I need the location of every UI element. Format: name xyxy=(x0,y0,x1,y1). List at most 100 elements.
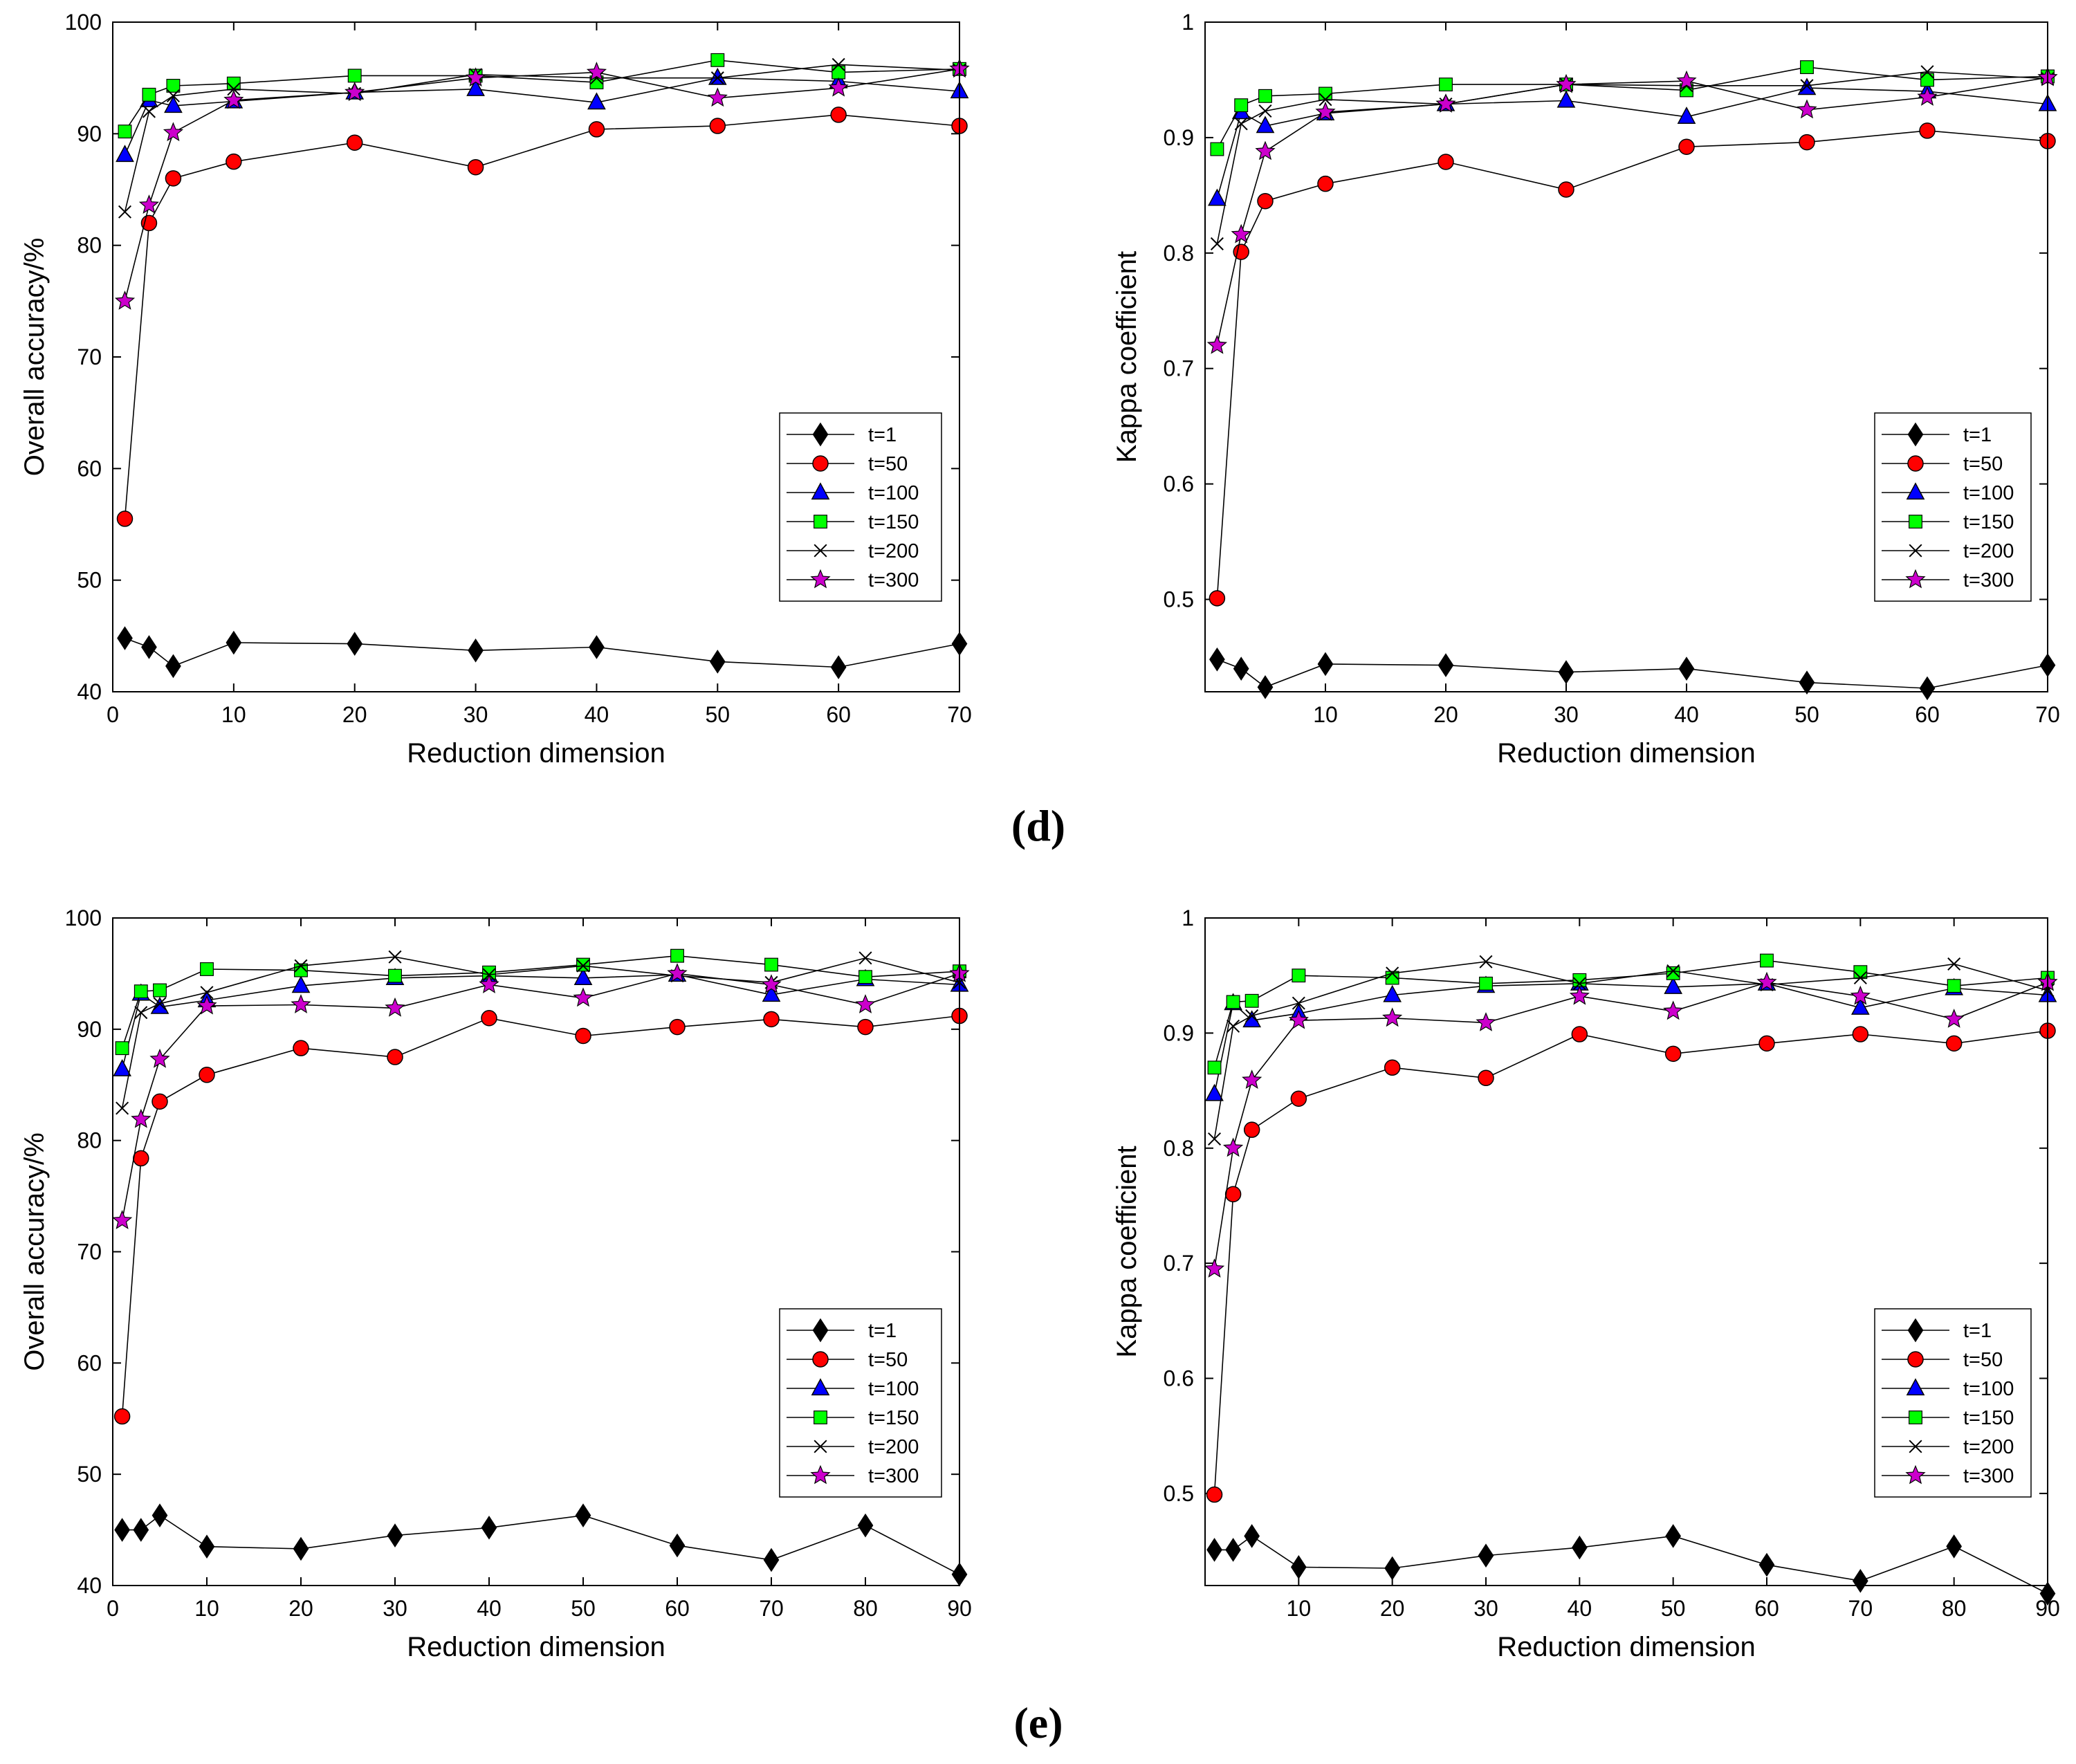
data-point-t-150: t=150: (40, 0.946) xyxy=(1572,973,1587,987)
data-point-t-200: t=200: (3, 92) xyxy=(142,104,156,118)
data-point-t-150: t=150: (1, 0.87) xyxy=(1207,1060,1222,1075)
x-tick-label: 70 xyxy=(2035,702,2060,727)
data-point-t-200: t=200: (3, 0.912) xyxy=(1234,117,1248,131)
data-point-t-300: t=300: (3, 0.8) xyxy=(1222,1137,1244,1157)
x-tick-label: 50 xyxy=(571,1596,596,1621)
legend-item-t-300: t=300 xyxy=(787,1464,919,1487)
data-point-t-50: t=50: (40, 90.4) xyxy=(588,121,605,138)
data-point-t-200: t=200: (10, 0.933) xyxy=(1319,93,1332,107)
data-point-t-50: t=50: (80, 0.891) xyxy=(1945,1035,1963,1052)
legend-item-t-150: t=150 xyxy=(1882,511,2014,533)
data-point-t-1: t=1: (3, 44) xyxy=(141,635,157,659)
data-point-t-300: t=300: (50, 0.919) xyxy=(1663,1000,1684,1020)
data-point-t-50: t=50: (60, 91.7) xyxy=(830,107,847,123)
x-tick-label: 70 xyxy=(1848,1596,1873,1621)
data-point-t-300: t=300: (3, 81.9) xyxy=(131,1108,151,1128)
x-tick-label: 10 xyxy=(194,1596,219,1621)
x-tick-label: 20 xyxy=(1433,702,1458,727)
data-point-t-300: t=300: (80, 92.2) xyxy=(855,994,876,1013)
y-tick-label: 40 xyxy=(77,1573,102,1598)
legend-item-t-150: t=150 xyxy=(1882,1407,2014,1429)
data-point-t-300: t=300: (10, 0.922) xyxy=(1315,101,1336,121)
data-point-t-150: t=150: (1, 0.89) xyxy=(1210,142,1224,156)
data-point-t-1: t=1: (5, 42.3) xyxy=(165,654,181,679)
data-point-t-300: t=300: (40, 94) xyxy=(479,974,499,993)
data-point-t-300: t=300: (1, 0.695) xyxy=(1204,1258,1225,1278)
y-tick-label: 0.7 xyxy=(1164,356,1194,381)
data-point-t-150: t=150: (60, 0.963) xyxy=(1760,953,1774,968)
x-tick-label: 20 xyxy=(1380,1596,1405,1621)
data-point-t-300: t=300: (30, 91.9) xyxy=(385,997,405,1017)
data-point-t-100: t=100: (30, 0.932) xyxy=(1556,90,1576,108)
legend-marker-t-200 xyxy=(814,544,827,558)
data-point-t-50: t=50: (60, 0.906) xyxy=(1919,122,1936,139)
data-point-t-300: t=300: (60, 0.935) xyxy=(1917,86,1938,106)
legend-item-t-50: t=50 xyxy=(787,1349,908,1371)
data-point-t-1: t=1: (1, 0.448) xyxy=(1209,647,1225,672)
data-point-t-300: t=300: (80, 0.912) xyxy=(1944,1009,1965,1028)
data-point-t-150: t=150: (3, 93.4) xyxy=(134,984,148,999)
data-point-t-300: t=300: (60, 95) xyxy=(667,963,688,982)
series-t-300: t=300: (1, 0.72) t=300: (3, 0.816) t=300: … xyxy=(1206,66,2058,354)
data-point-t-100: t=100: (1, 86.4) xyxy=(113,1058,131,1076)
data-point-t-50: t=50: (1, 55.5) xyxy=(116,511,134,527)
data-point-t-100: t=100: (50, 94.6) xyxy=(573,968,593,985)
data-point-t-50: t=50: (30, 87) xyxy=(467,158,484,176)
data-point-t-100: t=100: (1, 0.847) xyxy=(1208,188,1227,206)
data-point-t-50: t=50: (3, 0.801) xyxy=(1233,244,1249,260)
x-tick-label: 80 xyxy=(853,1596,878,1621)
panel-label-e: (e) xyxy=(1013,1698,1063,1747)
series-line-t-200 xyxy=(121,956,960,1109)
data-point-t-50: t=50: (20, 89.2) xyxy=(346,134,363,151)
data-point-t-1: t=1: (80, 45.4) xyxy=(857,1513,874,1538)
x-tick-label: 0 xyxy=(107,1596,119,1621)
legend-item-t-50: t=50 xyxy=(787,453,908,475)
data-point-t-1: t=1: (1, 45) xyxy=(114,1518,130,1542)
data-point-t-300: t=300: (30, 0.946) xyxy=(1556,73,1577,93)
legend-item-t-100: t=100 xyxy=(787,1378,919,1400)
legend-box xyxy=(1874,412,2032,602)
legend-label: t=150 xyxy=(1963,511,2014,533)
data-point-t-150: t=150: (20, 95.2) xyxy=(347,68,362,83)
legend-item-t-300: t=300 xyxy=(787,569,919,591)
legend-marker-t-300 xyxy=(1905,1464,1926,1485)
data-point-t-300: t=300: (10, 92.1) xyxy=(196,995,217,1015)
series-line-t-50 xyxy=(121,1015,960,1417)
data-point-t-300: t=300: (5, 0.888) xyxy=(1255,140,1276,160)
plot-frame xyxy=(1204,21,2048,692)
legend-marker-t-100 xyxy=(1906,482,1925,500)
data-point-t-1: t=1: (60, 0.438) xyxy=(1758,1552,1775,1577)
legend-label: t=100 xyxy=(868,1378,919,1400)
data-point-t-1: t=1: (30, 43.7) xyxy=(468,638,484,663)
data-point-t-50: t=50: (3, 78.4) xyxy=(133,1150,149,1167)
y-tick-label: 60 xyxy=(77,456,102,481)
data-point-t-150: t=150: (3, 0.927) xyxy=(1226,995,1240,1009)
legend-marker-t-150 xyxy=(1909,515,1922,529)
series-line-t-50 xyxy=(124,114,960,519)
series-line-t-200 xyxy=(124,64,960,212)
legend-marker-t-200 xyxy=(1909,1440,1922,1453)
x-tick-label: 50 xyxy=(705,702,730,727)
data-point-t-1: t=1: (70, 0.424) xyxy=(1852,1569,1868,1593)
legend-marker-t-300 xyxy=(1905,569,1926,589)
legend-marker-t-1 xyxy=(1907,422,1924,447)
data-point-t-200: t=200: (60, 0.957) xyxy=(1920,65,1934,79)
series-t-50: t=50: (1, 55.2) t=50: (3, 78.4) t=50: (5, … xyxy=(113,1007,968,1425)
data-point-t-200: t=200: (1, 0.808) xyxy=(1210,237,1224,250)
x-tick-label: 60 xyxy=(665,1596,690,1621)
legend-label: t=50 xyxy=(1963,453,2003,475)
legend-label: t=150 xyxy=(1963,1407,2014,1429)
x-tick-label: 20 xyxy=(342,702,367,727)
series-t-150: t=150: (1, 88.3) t=150: (3, 93.4) t=150: (… xyxy=(115,948,966,1056)
data-point-t-200: t=200: (3, 0.906) xyxy=(1227,1019,1240,1033)
plot-frame xyxy=(112,917,960,1586)
data-point-t-1: t=1: (30, 0.446) xyxy=(1478,1543,1494,1568)
x-tick-label: 40 xyxy=(477,1596,502,1621)
data-point-t-50: t=50: (50, 0.882) xyxy=(1664,1045,1682,1063)
data-point-t-200: t=200: (10, 93.3) xyxy=(200,986,214,1000)
legend-label: t=300 xyxy=(868,569,919,591)
data-point-t-1: t=1: (20, 0.435) xyxy=(1384,1556,1401,1581)
legend-label: t=50 xyxy=(868,1349,908,1371)
data-point-t-1: t=1: (50, 46.3) xyxy=(575,1503,591,1527)
legend-marker-t-50 xyxy=(1907,455,1924,472)
